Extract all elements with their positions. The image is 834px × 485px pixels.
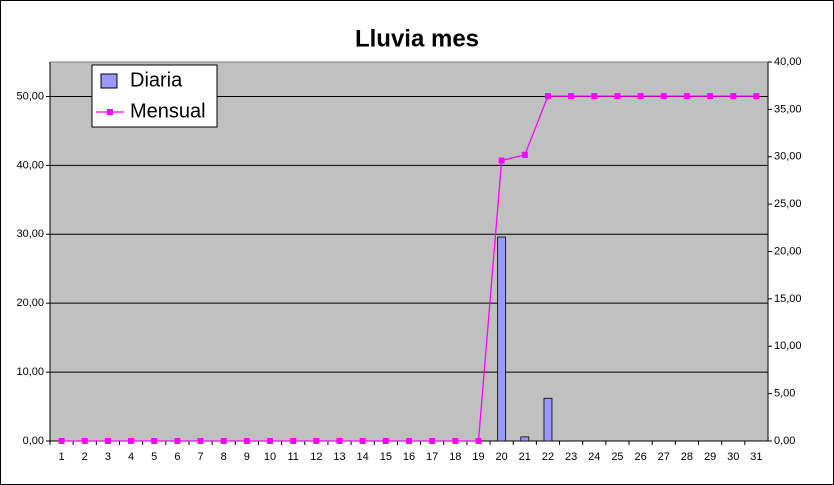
legend-swatch	[100, 73, 118, 89]
x-tick-label: 30	[727, 451, 739, 463]
line-marker	[544, 93, 551, 100]
x-tick-label: 12	[310, 451, 322, 463]
line-marker	[707, 93, 714, 100]
line-marker	[313, 438, 320, 444]
x-tick-label: 18	[449, 451, 461, 463]
line-marker	[104, 438, 111, 444]
line-marker	[243, 438, 250, 444]
y-tick-label: 40,00	[16, 159, 44, 171]
line-marker	[730, 93, 737, 100]
x-tick-label: 23	[565, 451, 577, 463]
x-tick-label: 17	[426, 451, 438, 463]
x-tick-label: 13	[333, 451, 345, 463]
y2-tick-label: 35,00	[774, 103, 802, 115]
y2-tick-label: 25,00	[774, 198, 802, 210]
line-marker	[614, 93, 621, 100]
x-tick-label: 2	[82, 451, 88, 463]
x-tick-label: 19	[472, 451, 484, 463]
x-tick-label: 7	[197, 451, 203, 463]
line-marker	[637, 93, 644, 100]
y2-tick-label: 5,00	[774, 388, 795, 400]
x-tick-label: 4	[128, 451, 134, 463]
line-marker	[336, 438, 343, 444]
line-marker	[81, 438, 88, 444]
x-tick-label: 10	[264, 451, 276, 463]
y2-tick-label: 15,00	[774, 293, 802, 305]
y-tick-label: 30,00	[16, 228, 44, 240]
legend-marker	[107, 109, 113, 115]
line-marker	[521, 151, 528, 158]
y-tick-label: 20,00	[16, 297, 44, 309]
y-tick-label: 0,00	[23, 435, 44, 447]
y2-tick-label: 40,00	[774, 56, 802, 68]
x-tick-label: 21	[519, 451, 531, 463]
x-tick-label: 9	[244, 451, 250, 463]
line-marker	[429, 438, 436, 444]
line-marker	[58, 438, 65, 444]
line-marker	[498, 157, 505, 164]
y-tick-label: 50,00	[16, 90, 44, 102]
x-tick-label: 14	[357, 451, 369, 463]
y2-tick-label: 30,00	[774, 151, 802, 163]
x-tick-label: 1	[59, 451, 65, 463]
line-marker	[290, 438, 297, 444]
x-tick-label: 25	[611, 451, 623, 463]
legend-label: Diaria	[130, 69, 183, 91]
line-marker	[128, 438, 135, 444]
x-tick-label: 24	[588, 451, 600, 463]
y2-tick-label: 0,00	[774, 435, 795, 447]
x-tick-label: 28	[681, 451, 693, 463]
line-marker	[660, 93, 667, 100]
x-tick-label: 6	[174, 451, 180, 463]
line-marker	[197, 438, 204, 444]
x-tick-label: 16	[403, 451, 415, 463]
y2-tick-label: 10,00	[774, 340, 802, 352]
x-tick-label: 15	[380, 451, 392, 463]
x-tick-label: 27	[658, 451, 670, 463]
line-marker	[267, 438, 274, 444]
bar	[543, 397, 553, 442]
line-marker	[220, 438, 227, 444]
line-marker	[174, 438, 181, 444]
line-marker	[359, 438, 366, 444]
y2-tick-label: 20,00	[774, 245, 802, 257]
y-tick-label: 10,00	[16, 366, 44, 378]
line-marker	[568, 93, 575, 100]
x-tick-label: 3	[105, 451, 111, 463]
line-marker	[753, 93, 760, 100]
line-marker	[406, 438, 412, 444]
x-tick-label: 20	[496, 451, 508, 463]
x-tick-label: 8	[221, 451, 227, 463]
x-tick-label: 31	[750, 451, 762, 463]
line-marker	[683, 93, 690, 100]
chart-title: Lluvia mes	[355, 25, 479, 52]
x-tick-label: 29	[704, 451, 716, 463]
line-marker	[151, 438, 158, 444]
legend-label: Mensual	[130, 100, 206, 122]
x-tick-label: 5	[151, 451, 157, 463]
line-marker	[475, 438, 482, 444]
x-tick-label: 26	[634, 451, 646, 463]
x-tick-label: 22	[542, 451, 554, 463]
bar	[497, 236, 507, 442]
line-marker	[452, 438, 459, 444]
bar	[520, 436, 530, 442]
line-marker	[382, 438, 389, 444]
x-tick-label: 11	[287, 451, 298, 463]
line-marker	[591, 93, 598, 100]
